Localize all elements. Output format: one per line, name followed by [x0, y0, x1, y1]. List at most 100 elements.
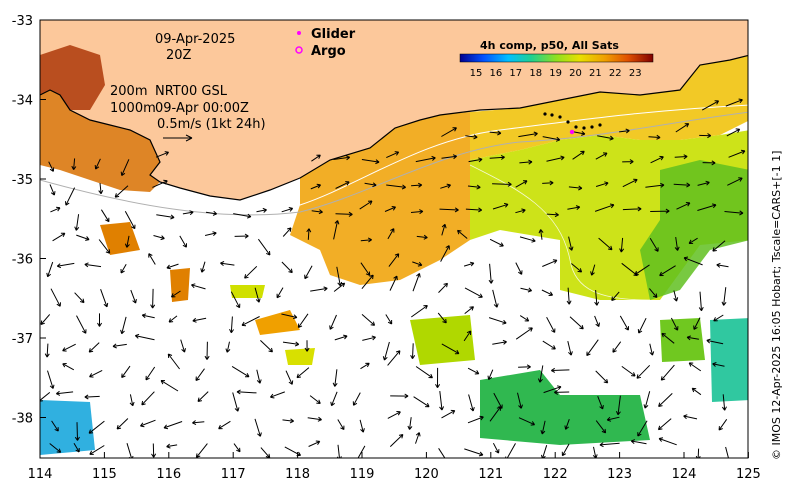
current-arrow: [670, 317, 679, 331]
current-arrow: [673, 290, 679, 302]
current-arrow: [465, 207, 483, 213]
x-axis: 114 115 116 117 118 119 120 121 122 123 124 125: [28, 452, 761, 482]
current-arrow: [124, 210, 136, 230]
map-date: 09-Apr-2025: [155, 32, 235, 47]
current-arrow: [129, 394, 135, 407]
current-arrow: [727, 177, 743, 186]
current-arrow: [686, 335, 699, 341]
current-arrow: [467, 184, 481, 190]
current-arrow: [410, 209, 424, 215]
current-arrow: [167, 353, 180, 370]
sst-dark-red: [40, 45, 105, 110]
current-arrow: [697, 180, 710, 186]
current-arrow: [637, 420, 648, 437]
current-arrow: [412, 273, 421, 292]
current-arrow: [89, 369, 103, 378]
current-arrow: [74, 292, 85, 304]
current-arrow: [387, 228, 395, 240]
current-arrow: [310, 286, 328, 292]
sst-patch-1: [100, 222, 140, 255]
current-arrow: [439, 391, 445, 411]
current-arrow: [561, 443, 570, 457]
current-arrow: [257, 238, 271, 256]
current-arrow: [645, 182, 665, 188]
current-arrow: [657, 418, 672, 431]
current-arrow: [73, 442, 80, 453]
current-arrow: [156, 214, 175, 220]
current-arrow: [100, 289, 109, 308]
current-arrow: [650, 155, 664, 164]
current-arrow: [441, 409, 456, 419]
current-arrow: [284, 446, 302, 457]
current-arrow: [197, 391, 209, 402]
current-arrow: [728, 149, 746, 158]
current-arrow: [76, 234, 90, 241]
current-arrow: [440, 183, 451, 189]
current-arrow: [170, 290, 181, 298]
current-arrow: [276, 287, 284, 299]
current-arrow: [46, 261, 54, 278]
current-arrow: [229, 316, 235, 334]
current-arrow: [241, 316, 260, 327]
x-tick-label: 125: [736, 467, 761, 482]
current-arrow: [564, 419, 570, 430]
current-arrow: [567, 340, 573, 356]
current-arrow: [390, 393, 409, 399]
vector-scale-arrow: [163, 134, 193, 142]
current-arrow: [542, 259, 558, 267]
x-tick-label: 119: [350, 467, 375, 482]
current-arrow: [489, 154, 505, 160]
current-arrow: [89, 445, 105, 455]
current-arrow: [568, 236, 574, 251]
current-arrow: [648, 134, 661, 140]
current-arrow: [307, 416, 322, 422]
current-arrow: [296, 367, 310, 379]
isobath-1000m: [40, 111, 748, 216]
current-arrow: [698, 291, 704, 312]
current-arrow: [712, 362, 725, 367]
current-arrow: [357, 445, 366, 458]
current-arrow: [126, 443, 134, 458]
current-arrow: [195, 368, 205, 381]
current-arrow: [200, 261, 206, 273]
current-arrow: [594, 290, 600, 306]
current-arrow: [519, 315, 530, 322]
current-arrow: [150, 288, 156, 309]
current-arrow: [619, 315, 629, 331]
x-tick-label: 120: [414, 467, 439, 482]
current-arrow: [155, 151, 169, 158]
current-arrow: [152, 179, 168, 188]
current-arrow: [281, 207, 294, 213]
current-arrow: [97, 313, 103, 327]
current-arrow: [335, 181, 350, 189]
current-arrow: [438, 282, 448, 293]
current-arrow: [441, 343, 460, 355]
current-arrow: [360, 262, 371, 276]
current-arrow: [309, 395, 321, 404]
current-arrow: [492, 339, 507, 345]
current-arrow: [650, 208, 670, 214]
current-arrow: [592, 446, 598, 458]
y-tick-label: -36: [12, 253, 33, 268]
colorbar-title: 4h comp, p50, All Sats: [480, 39, 619, 52]
current-arrow: [619, 237, 625, 253]
current-arrow: [540, 420, 546, 435]
colorbar-tick-label: 18: [529, 68, 542, 79]
current-arrow: [191, 283, 206, 290]
current-vectors: [40, 98, 746, 458]
current-arrow: [386, 184, 407, 190]
current-arrow: [441, 127, 457, 137]
sst-patch-9: [230, 285, 265, 298]
current-arrow: [658, 393, 673, 407]
current-arrow: [568, 185, 583, 191]
x-tick-label: 115: [92, 467, 117, 482]
current-arrow: [360, 362, 370, 370]
current-arrow: [465, 134, 478, 140]
current-arrow: [74, 422, 80, 441]
current-arrow: [329, 314, 337, 330]
current-arrow: [659, 265, 676, 277]
current-arrow: [389, 434, 404, 447]
current-arrow: [62, 343, 76, 352]
current-arrow: [359, 419, 365, 433]
